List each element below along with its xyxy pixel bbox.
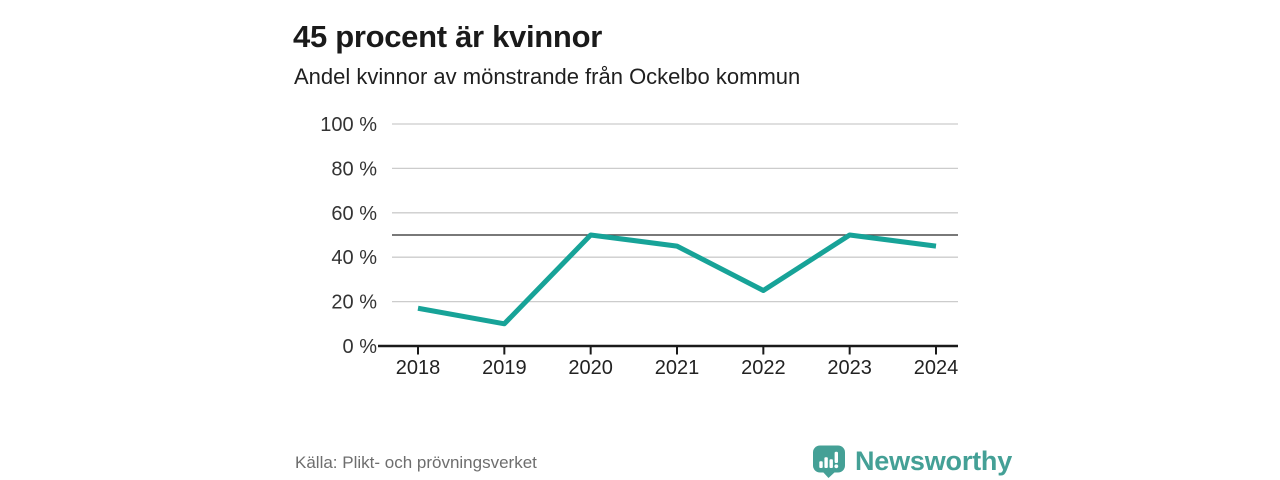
- source-text: Källa: Plikt- och prövningsverket: [295, 453, 537, 472]
- x-axis-label: 2021: [655, 357, 700, 379]
- chart-title: 45 procent är kvinnor: [293, 18, 602, 54]
- line-chart: 2018 2019 2020 2021 2022 2023 2024 0 % 20 % 40 % 6…: [300, 112, 980, 384]
- y-axis-label: 80 %: [331, 158, 377, 180]
- y-axis-label: 20 %: [331, 292, 377, 314]
- x-axis-label: 2019: [482, 357, 527, 379]
- x-axis-label: 2020: [568, 357, 613, 379]
- bar-chart-speech-bubble-icon: [813, 445, 845, 478]
- newsworthy-logo: Newsworthy: [811, 444, 1012, 478]
- chart-subtitle: Andel kvinnor av mönstrande från Ockelbo…: [294, 64, 801, 89]
- x-axis-label: 2023: [827, 357, 872, 379]
- x-axis-label: 2024: [914, 357, 959, 379]
- x-axis-label: 2022: [741, 357, 786, 379]
- brand-name: Newsworthy: [855, 445, 1013, 476]
- x-axis-label: 2018: [396, 357, 441, 379]
- y-axis-label: 40 %: [331, 247, 377, 269]
- y-axis-label: 60 %: [331, 203, 377, 225]
- data-line: [417, 232, 937, 327]
- line-chart-svg: 2018 2019 2020 2021 2022 2023 2024 0 % 20 % 40 % 6…: [320, 114, 959, 379]
- y-axis-label: 0 %: [343, 336, 378, 358]
- y-axis-label: 100 %: [320, 114, 377, 136]
